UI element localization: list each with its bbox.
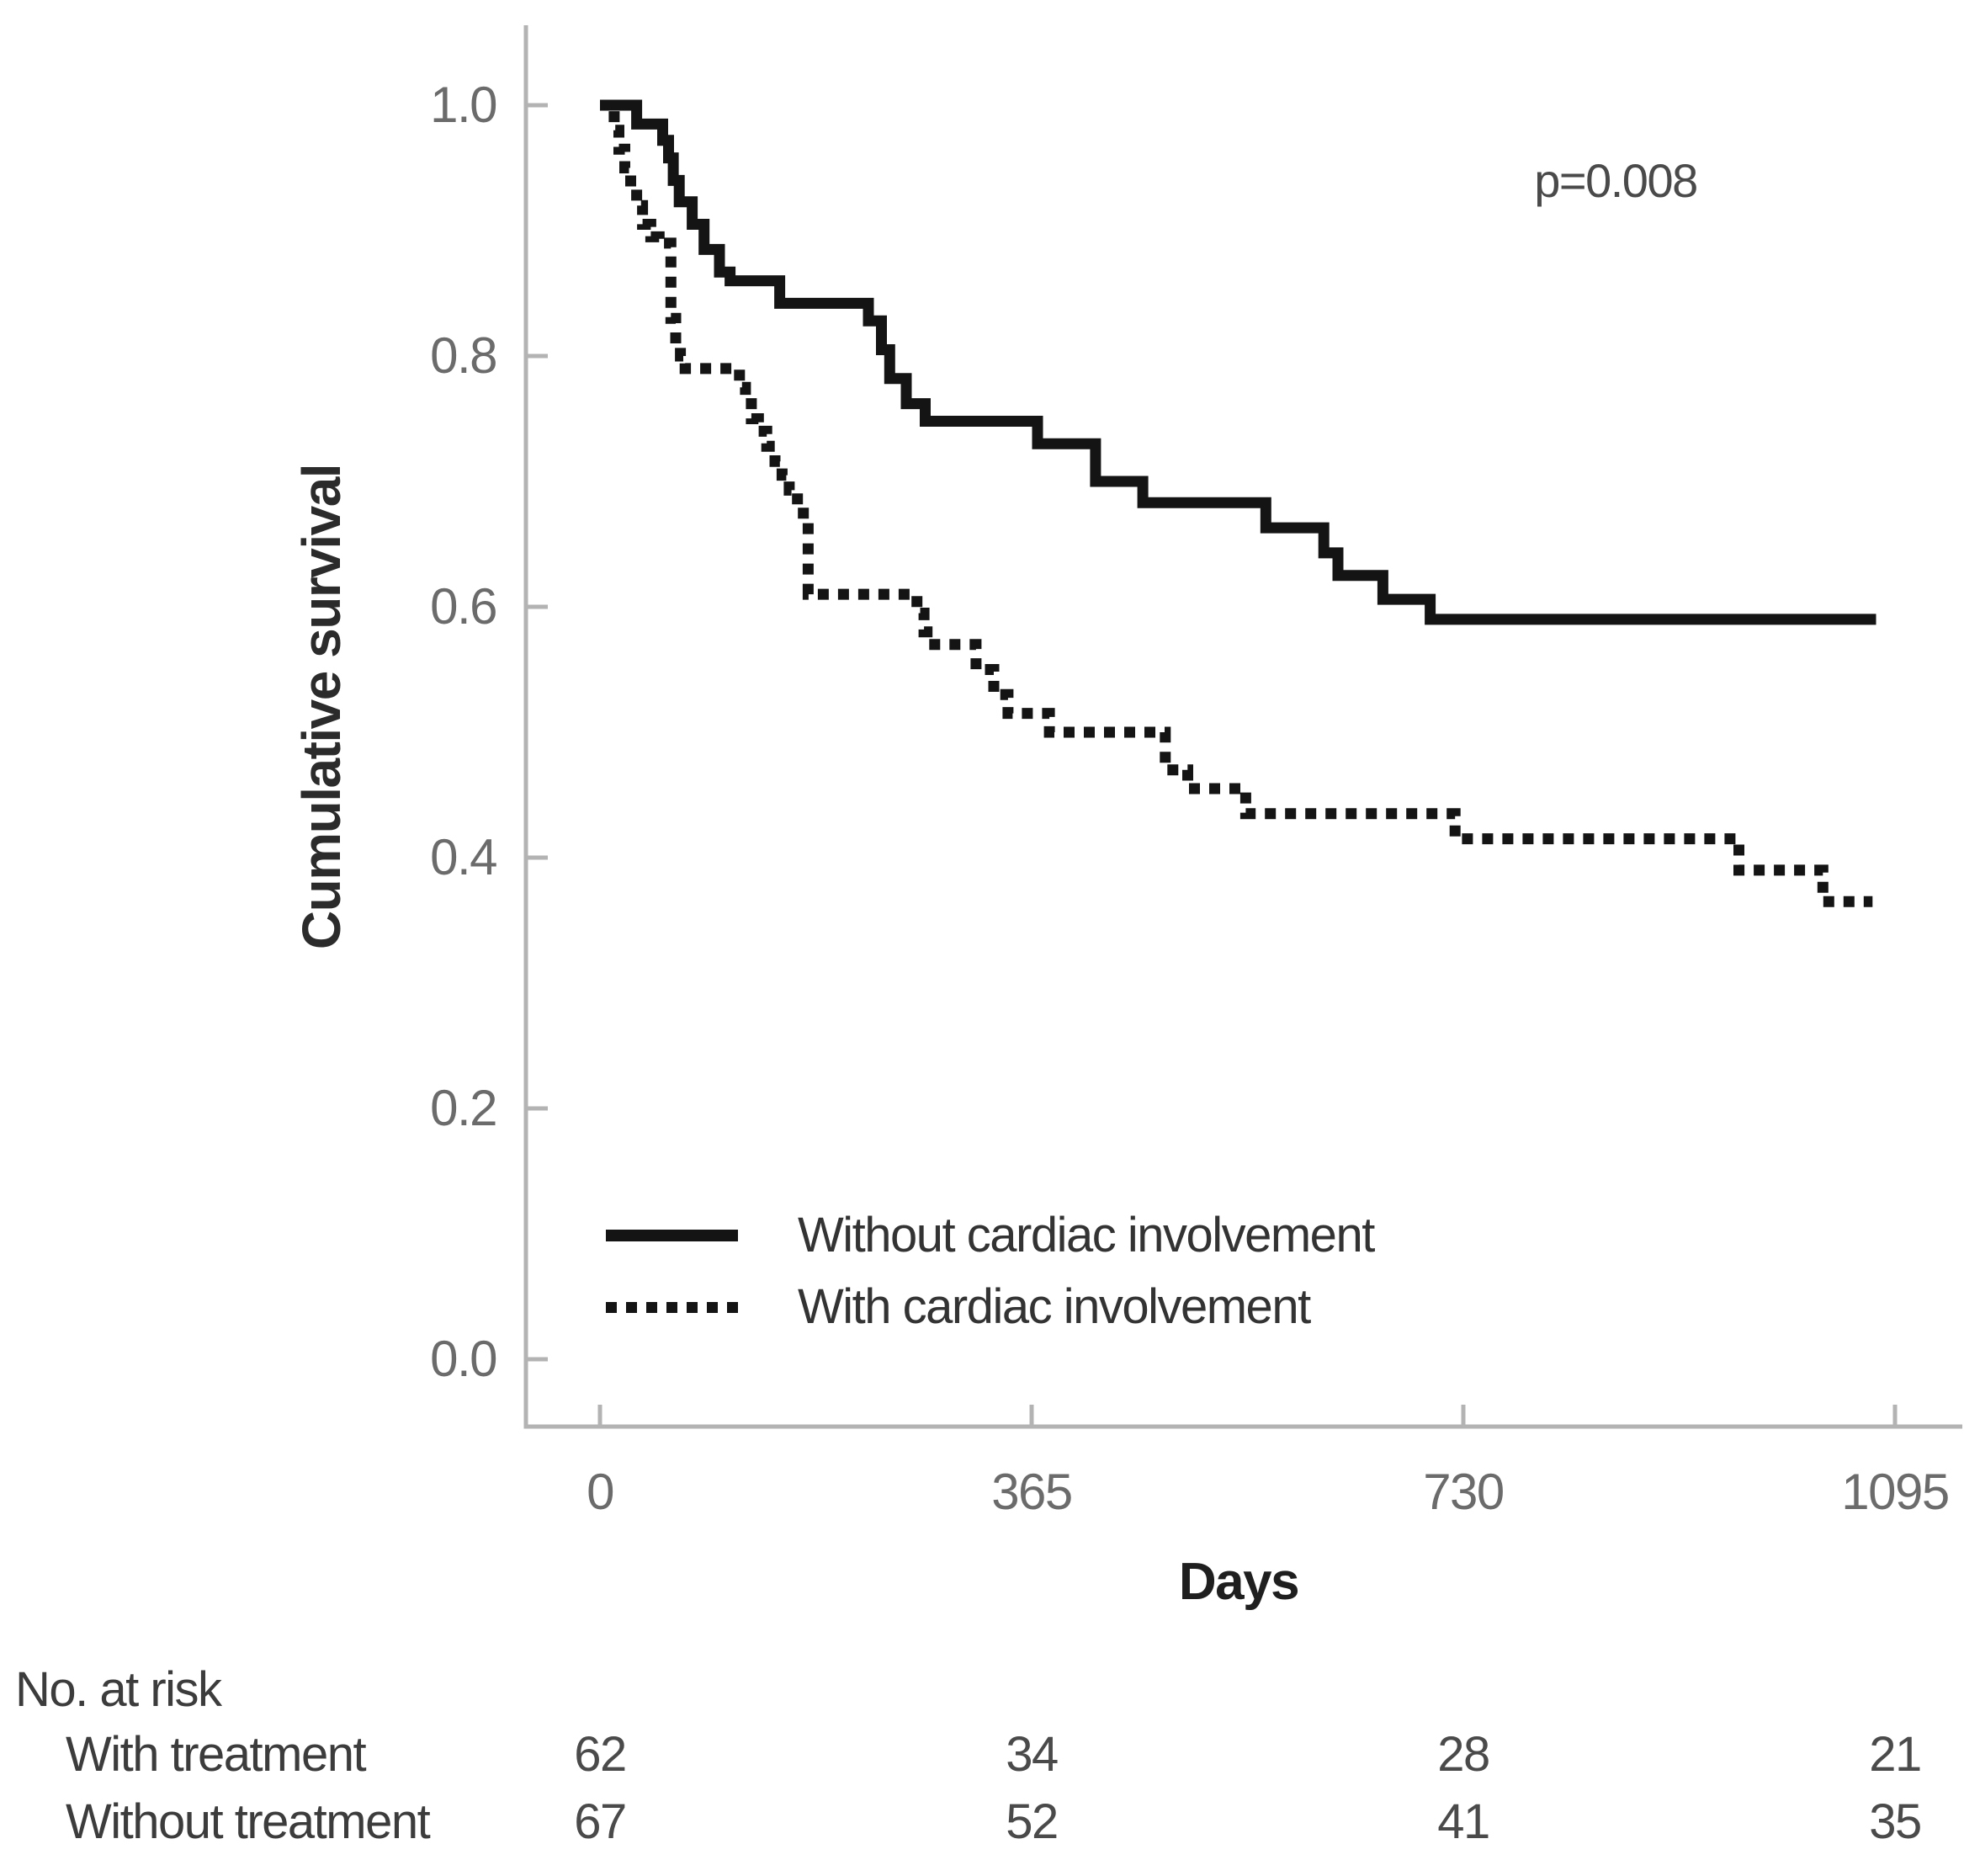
axis-lines [523,25,1962,1429]
curve-without-cardiac [600,99,1876,625]
risk-count: 52 [1006,1794,1059,1849]
y-tick-label: 0.4 [430,829,497,885]
y-tick-label: 0.0 [430,1331,497,1387]
legend-label-with-cardiac: With cardiac involvement [798,1279,1311,1334]
risk-count: 62 [574,1727,627,1782]
p-value-annotation: p=0.008 [1534,154,1698,207]
curve-with-cardiac [600,99,1873,907]
risk-count: 41 [1437,1794,1490,1849]
risk-count: 21 [1869,1727,1922,1782]
y-tick-label: 0.8 [430,327,497,384]
risk-row-label-with-treatment: With treatment [66,1727,367,1782]
x-tick-label: 730 [1423,1464,1505,1520]
risk-row-label-without-treatment: Without treatment [66,1794,431,1849]
y-tick-label: 1.0 [430,77,497,133]
risk-count: 67 [574,1794,627,1849]
legend-solid-line-sample [606,1230,738,1241]
x-tick-label: 0 [587,1464,614,1520]
y-tick-label: 0.6 [430,578,497,635]
legend-label-without-cardiac: Without cardiac involvement [798,1208,1375,1262]
y-tick-label: 0.2 [430,1080,497,1136]
risk-count: 34 [1006,1727,1059,1782]
x-axis-label: Days [1178,1553,1300,1611]
risk-table-title: No. at risk [15,1662,222,1717]
y-axis-label: Cumulative survival [291,464,352,950]
x-tick-label: 1095 [1841,1464,1950,1520]
risk-count: 28 [1437,1727,1490,1782]
x-tick-label: 365 [991,1464,1073,1520]
risk-count: 35 [1869,1794,1922,1849]
legend-dashed-line-sample [606,1302,738,1313]
